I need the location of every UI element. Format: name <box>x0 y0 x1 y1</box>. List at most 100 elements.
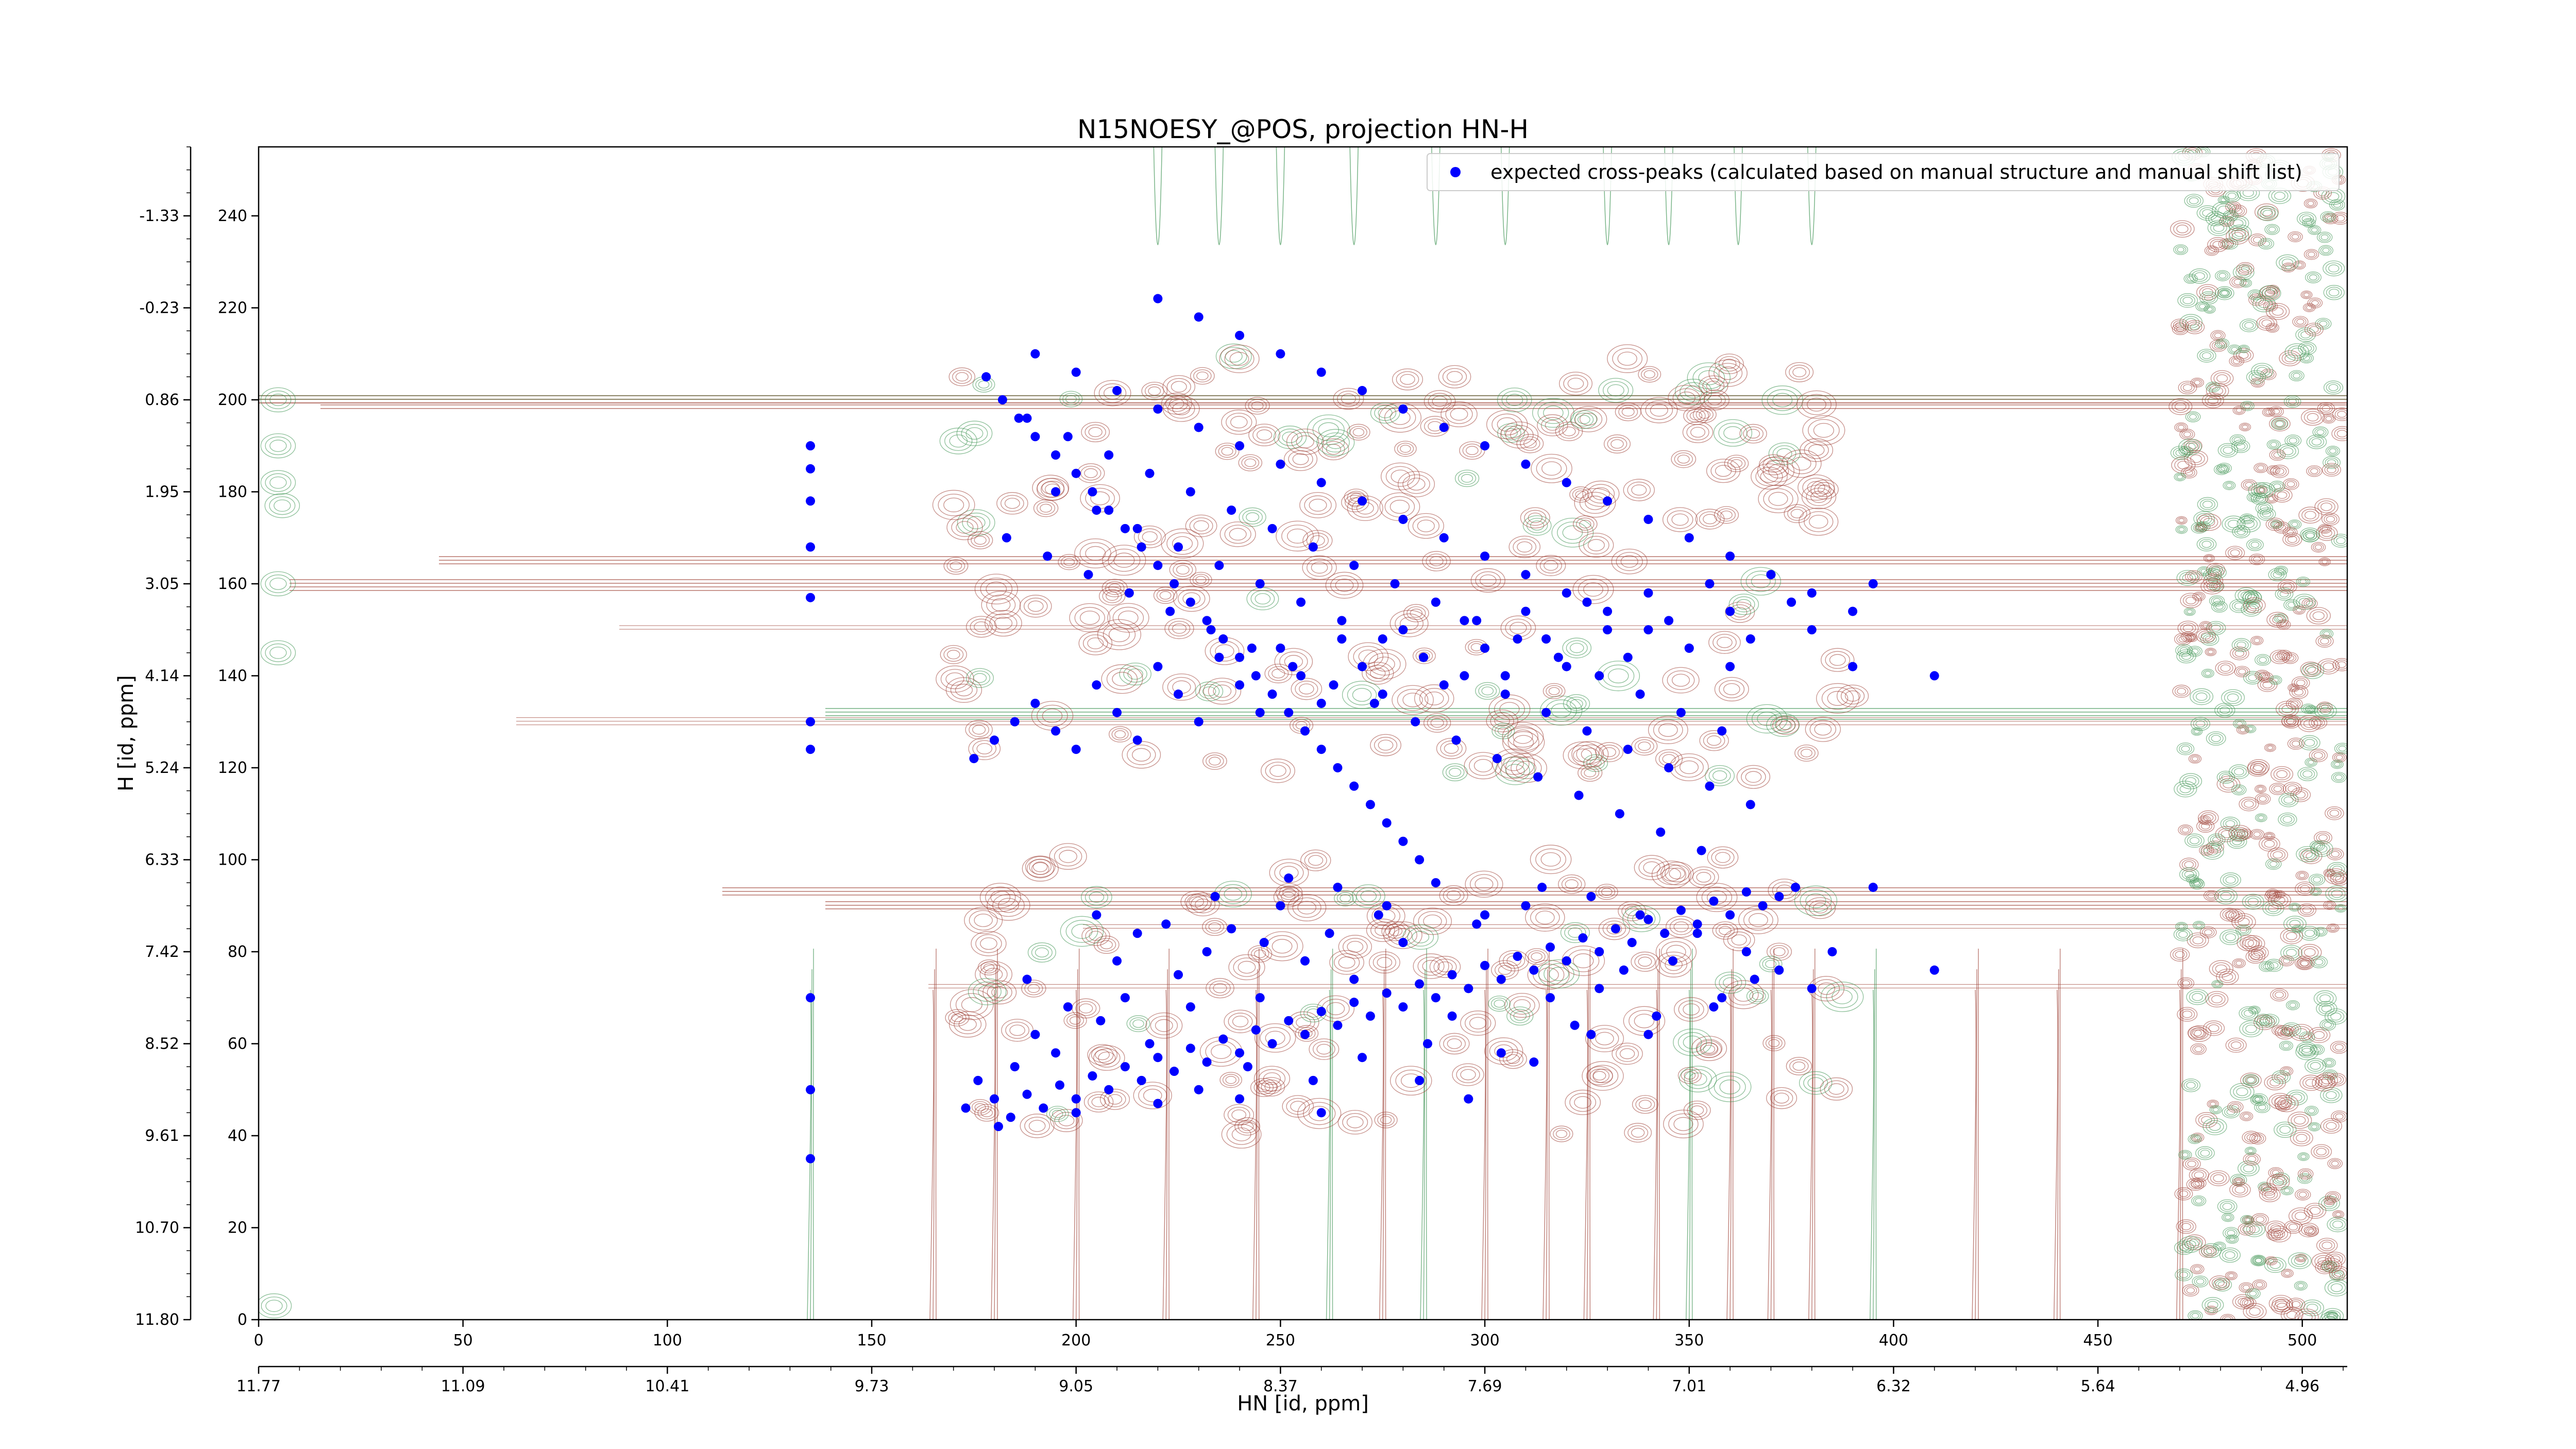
contour-blob <box>2211 601 2228 613</box>
contour-blob <box>2294 1256 2306 1265</box>
contour-blob <box>974 621 989 632</box>
cross-peak-point <box>1174 970 1183 980</box>
contour-blob <box>1251 947 1269 961</box>
cross-peak-point <box>1868 883 1878 892</box>
contour-blob <box>1098 383 1127 403</box>
contour-blob <box>2205 648 2217 656</box>
contour-blob <box>2185 596 2196 604</box>
contour-blob <box>2289 903 2301 912</box>
contour-blob <box>1031 945 1053 960</box>
contour-blob <box>2329 1194 2337 1200</box>
contour-blob <box>2182 468 2195 477</box>
contour-blob <box>1572 488 1589 501</box>
contour-blob <box>1341 492 1369 513</box>
contour-blob <box>2231 226 2249 239</box>
contour-blob <box>2175 922 2188 931</box>
contour-blob <box>2320 660 2337 672</box>
contour-blob <box>1202 752 1227 770</box>
contour-blob <box>2280 945 2302 961</box>
contour-blob <box>2303 249 2319 260</box>
contour-blob <box>2234 832 2244 839</box>
contour-blob <box>1701 886 1733 908</box>
contour-blob <box>1708 1071 1752 1102</box>
contour-blob <box>1219 521 1256 547</box>
contour-blob <box>2253 763 2264 771</box>
contour-blob <box>2189 573 2198 580</box>
contour-blob <box>2328 887 2346 900</box>
contour-blob <box>1296 435 1314 448</box>
contour-blob <box>1692 366 1725 390</box>
contour-blob <box>2258 1104 2266 1110</box>
contour-blob <box>2284 343 2310 361</box>
contour-blob <box>2297 1152 2310 1161</box>
contour-streak <box>2179 969 2182 1320</box>
contour-blob <box>2297 1173 2313 1184</box>
cross-peak-point <box>1333 1020 1343 1030</box>
contour-blob <box>1560 922 1590 943</box>
contour-blob <box>2255 669 2270 681</box>
contour-blob <box>2242 320 2257 331</box>
contour-blob <box>1762 1035 1786 1052</box>
contour-blob <box>2291 234 2299 240</box>
contour-blob <box>2270 442 2278 447</box>
contour-blob <box>2189 837 2200 845</box>
contour-blob <box>1688 866 1719 888</box>
contour-blob <box>2251 1134 2264 1143</box>
contour-blob <box>2242 1226 2251 1233</box>
contour-blob <box>2258 672 2266 678</box>
contour-blob <box>1562 525 1583 540</box>
contour-blob <box>1751 574 1771 588</box>
x-ppm-tick-label: 8.37 <box>1263 1377 1298 1395</box>
cross-peak-point <box>1709 1002 1719 1012</box>
contour-blob <box>1766 713 1800 737</box>
contour-blob <box>1352 688 1372 702</box>
cross-peak-point <box>1161 919 1171 929</box>
contour-blob <box>2206 246 2217 255</box>
legend-box <box>1427 153 2340 191</box>
cross-peak-point <box>990 735 999 745</box>
cross-peak-point <box>806 745 816 754</box>
contour-blob <box>1059 391 1083 408</box>
contour-blob <box>2178 518 2184 523</box>
cross-peak-point <box>1709 896 1719 906</box>
contour-blob <box>1736 599 1752 610</box>
contour-blob <box>1563 375 1588 393</box>
contour-blob <box>2321 559 2328 564</box>
contour-blob <box>1114 730 1126 738</box>
contour-blob <box>1475 878 1494 891</box>
contour-blob <box>1602 920 1626 937</box>
contour-blob <box>2189 647 2201 655</box>
contour-blob <box>1307 414 1350 445</box>
contour-blob <box>2232 219 2244 227</box>
cross-peak-point <box>1284 873 1294 883</box>
contour-blob <box>2305 665 2316 673</box>
contour-blob <box>2298 578 2309 586</box>
contour-blob <box>2217 466 2225 473</box>
contour-blob <box>1025 856 1056 878</box>
contour-blob <box>2310 1062 2321 1070</box>
cross-peak-point <box>1460 671 1469 681</box>
contour-blob <box>1360 890 1377 902</box>
contour-blob <box>2291 1254 2309 1267</box>
contour-blob <box>2255 813 2267 822</box>
contour-blob <box>2289 1207 2313 1225</box>
contour-blob <box>983 963 995 972</box>
contour-blob <box>2246 726 2255 732</box>
contour-blob <box>2323 285 2345 300</box>
contour-blob <box>1169 398 1184 409</box>
cross-peak-point <box>1684 533 1694 543</box>
contour-blob <box>2334 660 2347 670</box>
contour-blob <box>2233 1085 2251 1099</box>
contour-blob <box>1058 1115 1075 1126</box>
contour-blob <box>1389 1066 1432 1096</box>
contour-blob <box>2227 212 2235 218</box>
contour-blob <box>1087 637 1104 649</box>
contour-blob <box>2269 962 2279 969</box>
cross-peak-point <box>1807 984 1817 993</box>
contour-blob <box>2261 838 2278 850</box>
contour-blob <box>1727 931 1751 949</box>
contour-blob <box>1227 1106 1250 1123</box>
contour-blob <box>1808 444 1825 456</box>
contour-blob <box>2272 307 2284 316</box>
contour-blob <box>2255 203 2279 221</box>
